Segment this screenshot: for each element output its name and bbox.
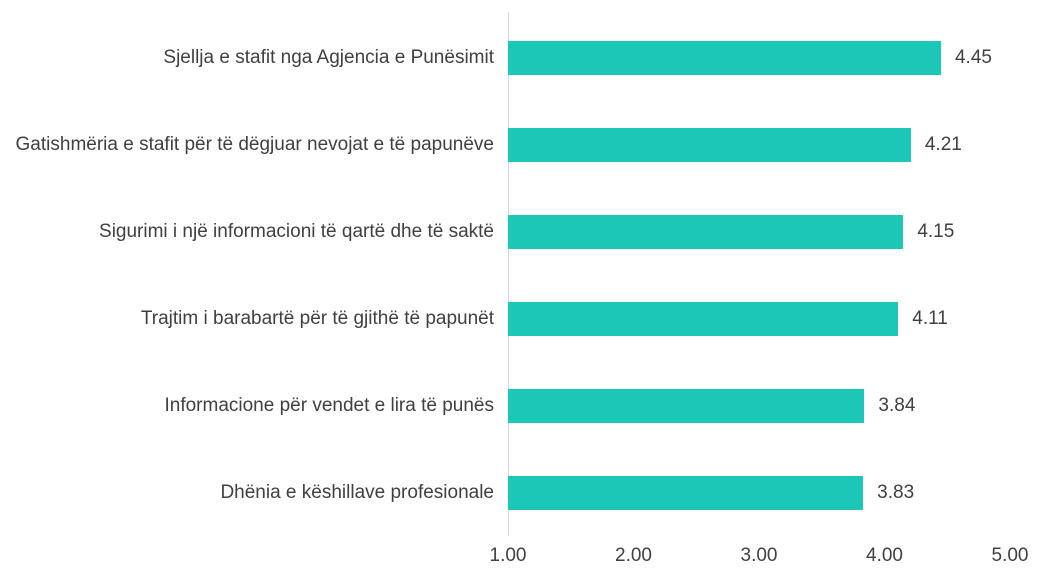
- x-tick-label: 3.00: [740, 545, 778, 566]
- x-tick-label: 5.00: [991, 545, 1029, 566]
- x-tick-label: 4.00: [866, 545, 903, 566]
- bar: [508, 301, 899, 336]
- y-tick-label: Gatishmëria e stafit për të dëgjuar nevo…: [15, 133, 494, 155]
- y-tick-label: Sigurimi i një informacioni të qartë dhe…: [99, 220, 494, 242]
- x-tick-label: 1.00: [489, 545, 527, 566]
- bar: [508, 214, 904, 249]
- bar: [508, 388, 865, 423]
- y-tick-label: Trajtim i barabartë për të gjithë të pap…: [140, 307, 494, 329]
- data-label: 4.15: [917, 220, 955, 242]
- x-tick-label: 2.00: [615, 545, 652, 566]
- y-tick-label: Informacione për vendet e lira të punës: [164, 394, 494, 416]
- y-tick-label: Sjellja e stafit nga Agjencia e Punësimi…: [163, 46, 494, 68]
- bar: [508, 475, 864, 510]
- data-label: 3.84: [878, 394, 916, 416]
- bar: [508, 40, 941, 75]
- data-label: 4.21: [924, 133, 962, 155]
- data-label: 4.45: [954, 46, 992, 68]
- y-tick-label: Dhënia e këshillave profesionale: [220, 481, 494, 503]
- bar: [508, 127, 911, 162]
- data-label: 4.11: [912, 307, 948, 329]
- data-label: 3.83: [877, 481, 915, 503]
- y-axis-line: [508, 12, 509, 536]
